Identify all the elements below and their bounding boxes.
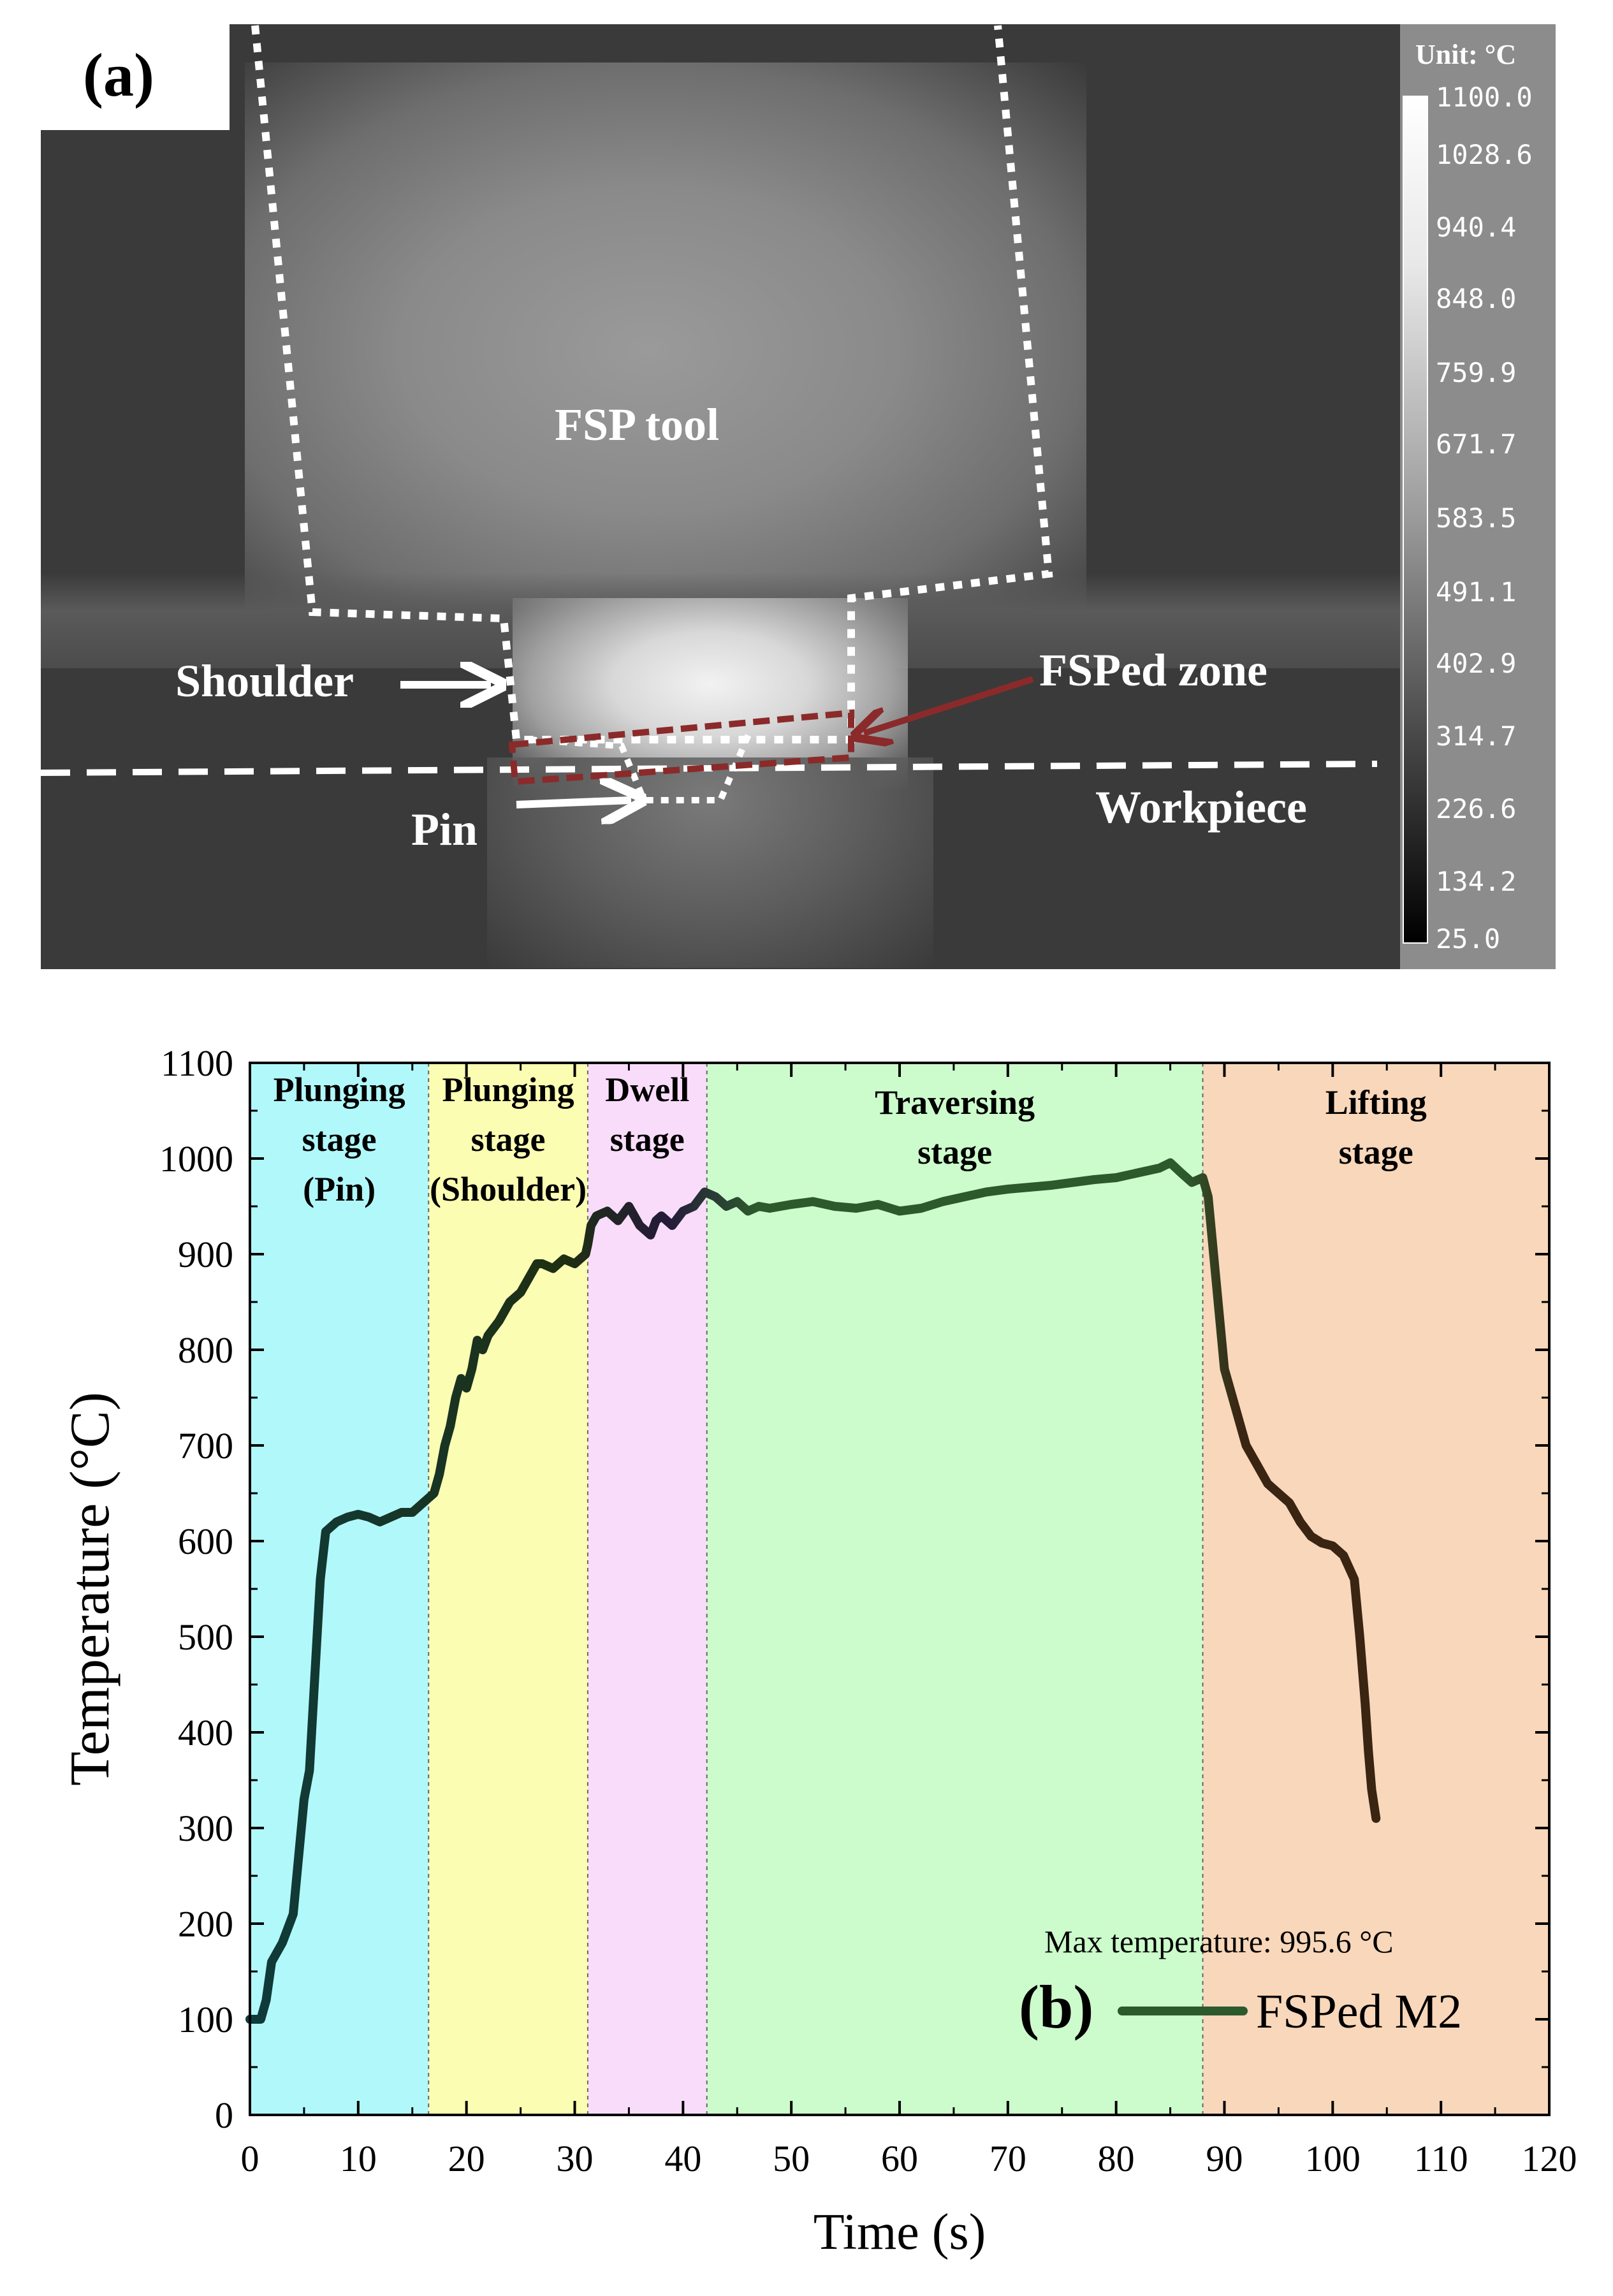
tool-outline	[251, 25, 1053, 743]
pin-outline	[529, 732, 752, 803]
temperature-chart: 0 10 20 30 40 50 60 70 80 90 100 110 120 0 100 200 300 40…	[59, 1042, 1577, 2260]
stage-label-line: Plunging	[442, 1071, 574, 1109]
x-tick-label: 80	[1098, 2138, 1135, 2179]
stage-label-line: Plunging	[274, 1071, 405, 1109]
x-tick-label: 30	[557, 2138, 594, 2179]
colorbar-tick: 759.9	[1436, 357, 1517, 388]
x-tick-label: 10	[340, 2138, 377, 2179]
label-fsped-zone: FSPed zone	[1039, 645, 1267, 696]
thermal-image	[41, 24, 1400, 969]
stage-label-line: stage	[302, 1120, 377, 1159]
stage-label-line: stage	[1339, 1133, 1413, 1171]
colorbar-tick: 940.4	[1436, 212, 1517, 243]
y-tick-label: 1000	[159, 1138, 233, 1180]
colorbar-tick: 848.0	[1436, 283, 1517, 314]
x-tick-label: 90	[1206, 2138, 1243, 2179]
stage-label-line: stage	[471, 1120, 546, 1159]
colorbar-gradient	[1403, 96, 1428, 944]
colorbar-tick: 134.2	[1436, 866, 1517, 897]
colorbar-tick: 583.5	[1436, 502, 1517, 534]
y-tick-label: 300	[178, 1808, 233, 1849]
thermal-annotations: FSP tool Shoulder FSPed zone Workpiece P…	[40, 25, 1378, 855]
stage-label-line: stage	[610, 1120, 685, 1159]
plot-frame	[249, 1062, 1551, 2116]
y-axis-label: Temperature (°C)	[59, 1392, 121, 1786]
colorbar-tick: 25.0	[1436, 923, 1501, 954]
x-tick-label: 120	[1522, 2138, 1577, 2179]
fsped-zone-box	[508, 709, 854, 786]
colorbar-unit: Unit: °C	[1415, 39, 1517, 70]
stage-label-line: Traversing	[875, 1083, 1035, 1122]
y-tick-label: 0	[215, 2095, 233, 2136]
colorbar-tick: 671.7	[1436, 428, 1517, 460]
workpiece-surface-line	[40, 761, 1378, 776]
stage-label-line: Lifting	[1325, 1083, 1427, 1122]
y-tick-label: 500	[178, 1616, 233, 1658]
stage-label-line: Dwell	[605, 1071, 689, 1109]
x-tick-label: 70	[989, 2138, 1026, 2179]
stage-label-line: (Pin)	[303, 1170, 376, 1208]
y-tick-label: 700	[178, 1425, 233, 1466]
y-tick-label: 400	[178, 1712, 233, 1753]
legend-label: FSPed M2	[1256, 1985, 1462, 2038]
temperature-chart-panel: 0 10 20 30 40 50 60 70 80 90 100 110 120 0 100 200 300 40…	[0, 995, 1613, 2296]
stage-band	[428, 1063, 588, 2115]
x-tick-label: 100	[1305, 2138, 1361, 2179]
x-tick-label: 0	[241, 2138, 259, 2179]
fsped-zone-arrow	[864, 676, 1034, 733]
panel-label-background	[41, 24, 230, 130]
x-tick-label: 60	[881, 2138, 918, 2179]
stage-band	[706, 1063, 1203, 2115]
x-tick-label: 20	[448, 2138, 485, 2179]
stage-label-line: stage	[917, 1133, 992, 1171]
max-temperature-note: Max temperature: 995.6 °C	[1044, 1924, 1394, 1959]
y-tick-label: 600	[178, 1521, 233, 1562]
x-tick-label: 40	[664, 2138, 701, 2179]
subsurface-glow	[487, 757, 933, 968]
stage-label-line: (Shoulder)	[430, 1170, 587, 1208]
series-line-fsped-m2	[245, 1158, 1381, 2024]
y-tick-label: 900	[178, 1234, 233, 1275]
stage-band	[587, 1063, 707, 2115]
y-tick-label: 800	[178, 1329, 233, 1371]
thermal-image-panel: (a) FSP tool Shoulder FSPed zone Workpie…	[0, 0, 1613, 995]
colorbar-tick: 491.1	[1436, 576, 1517, 608]
y-tick-label: 100	[178, 1999, 233, 2040]
x-tick-label: 50	[773, 2138, 810, 2179]
x-tick-label: 110	[1414, 2138, 1468, 2179]
panel-label-a: (a)	[83, 41, 154, 109]
tool-glow	[245, 62, 1086, 636]
label-workpiece: Workpiece	[1095, 782, 1307, 833]
colorbar-tick: 1028.6	[1436, 139, 1533, 170]
y-tick-label: 200	[178, 1903, 233, 1945]
stage-band	[1202, 1063, 1549, 2115]
label-fsp-tool: FSP tool	[555, 399, 719, 450]
y-tick-label: 1100	[161, 1042, 233, 1084]
panel-label-b: (b)	[1019, 1973, 1093, 2041]
label-pin: Pin	[411, 804, 478, 855]
colorbar-tick: 314.7	[1436, 720, 1517, 752]
colorbar-tick: 402.9	[1436, 648, 1517, 679]
colorbar-tick: 1100.0	[1436, 82, 1533, 113]
pin-arrow	[516, 800, 631, 805]
label-shoulder: Shoulder	[175, 655, 354, 706]
x-axis-label: Time (s)	[814, 2204, 986, 2260]
colorbar-tick: 226.6	[1436, 793, 1517, 824]
